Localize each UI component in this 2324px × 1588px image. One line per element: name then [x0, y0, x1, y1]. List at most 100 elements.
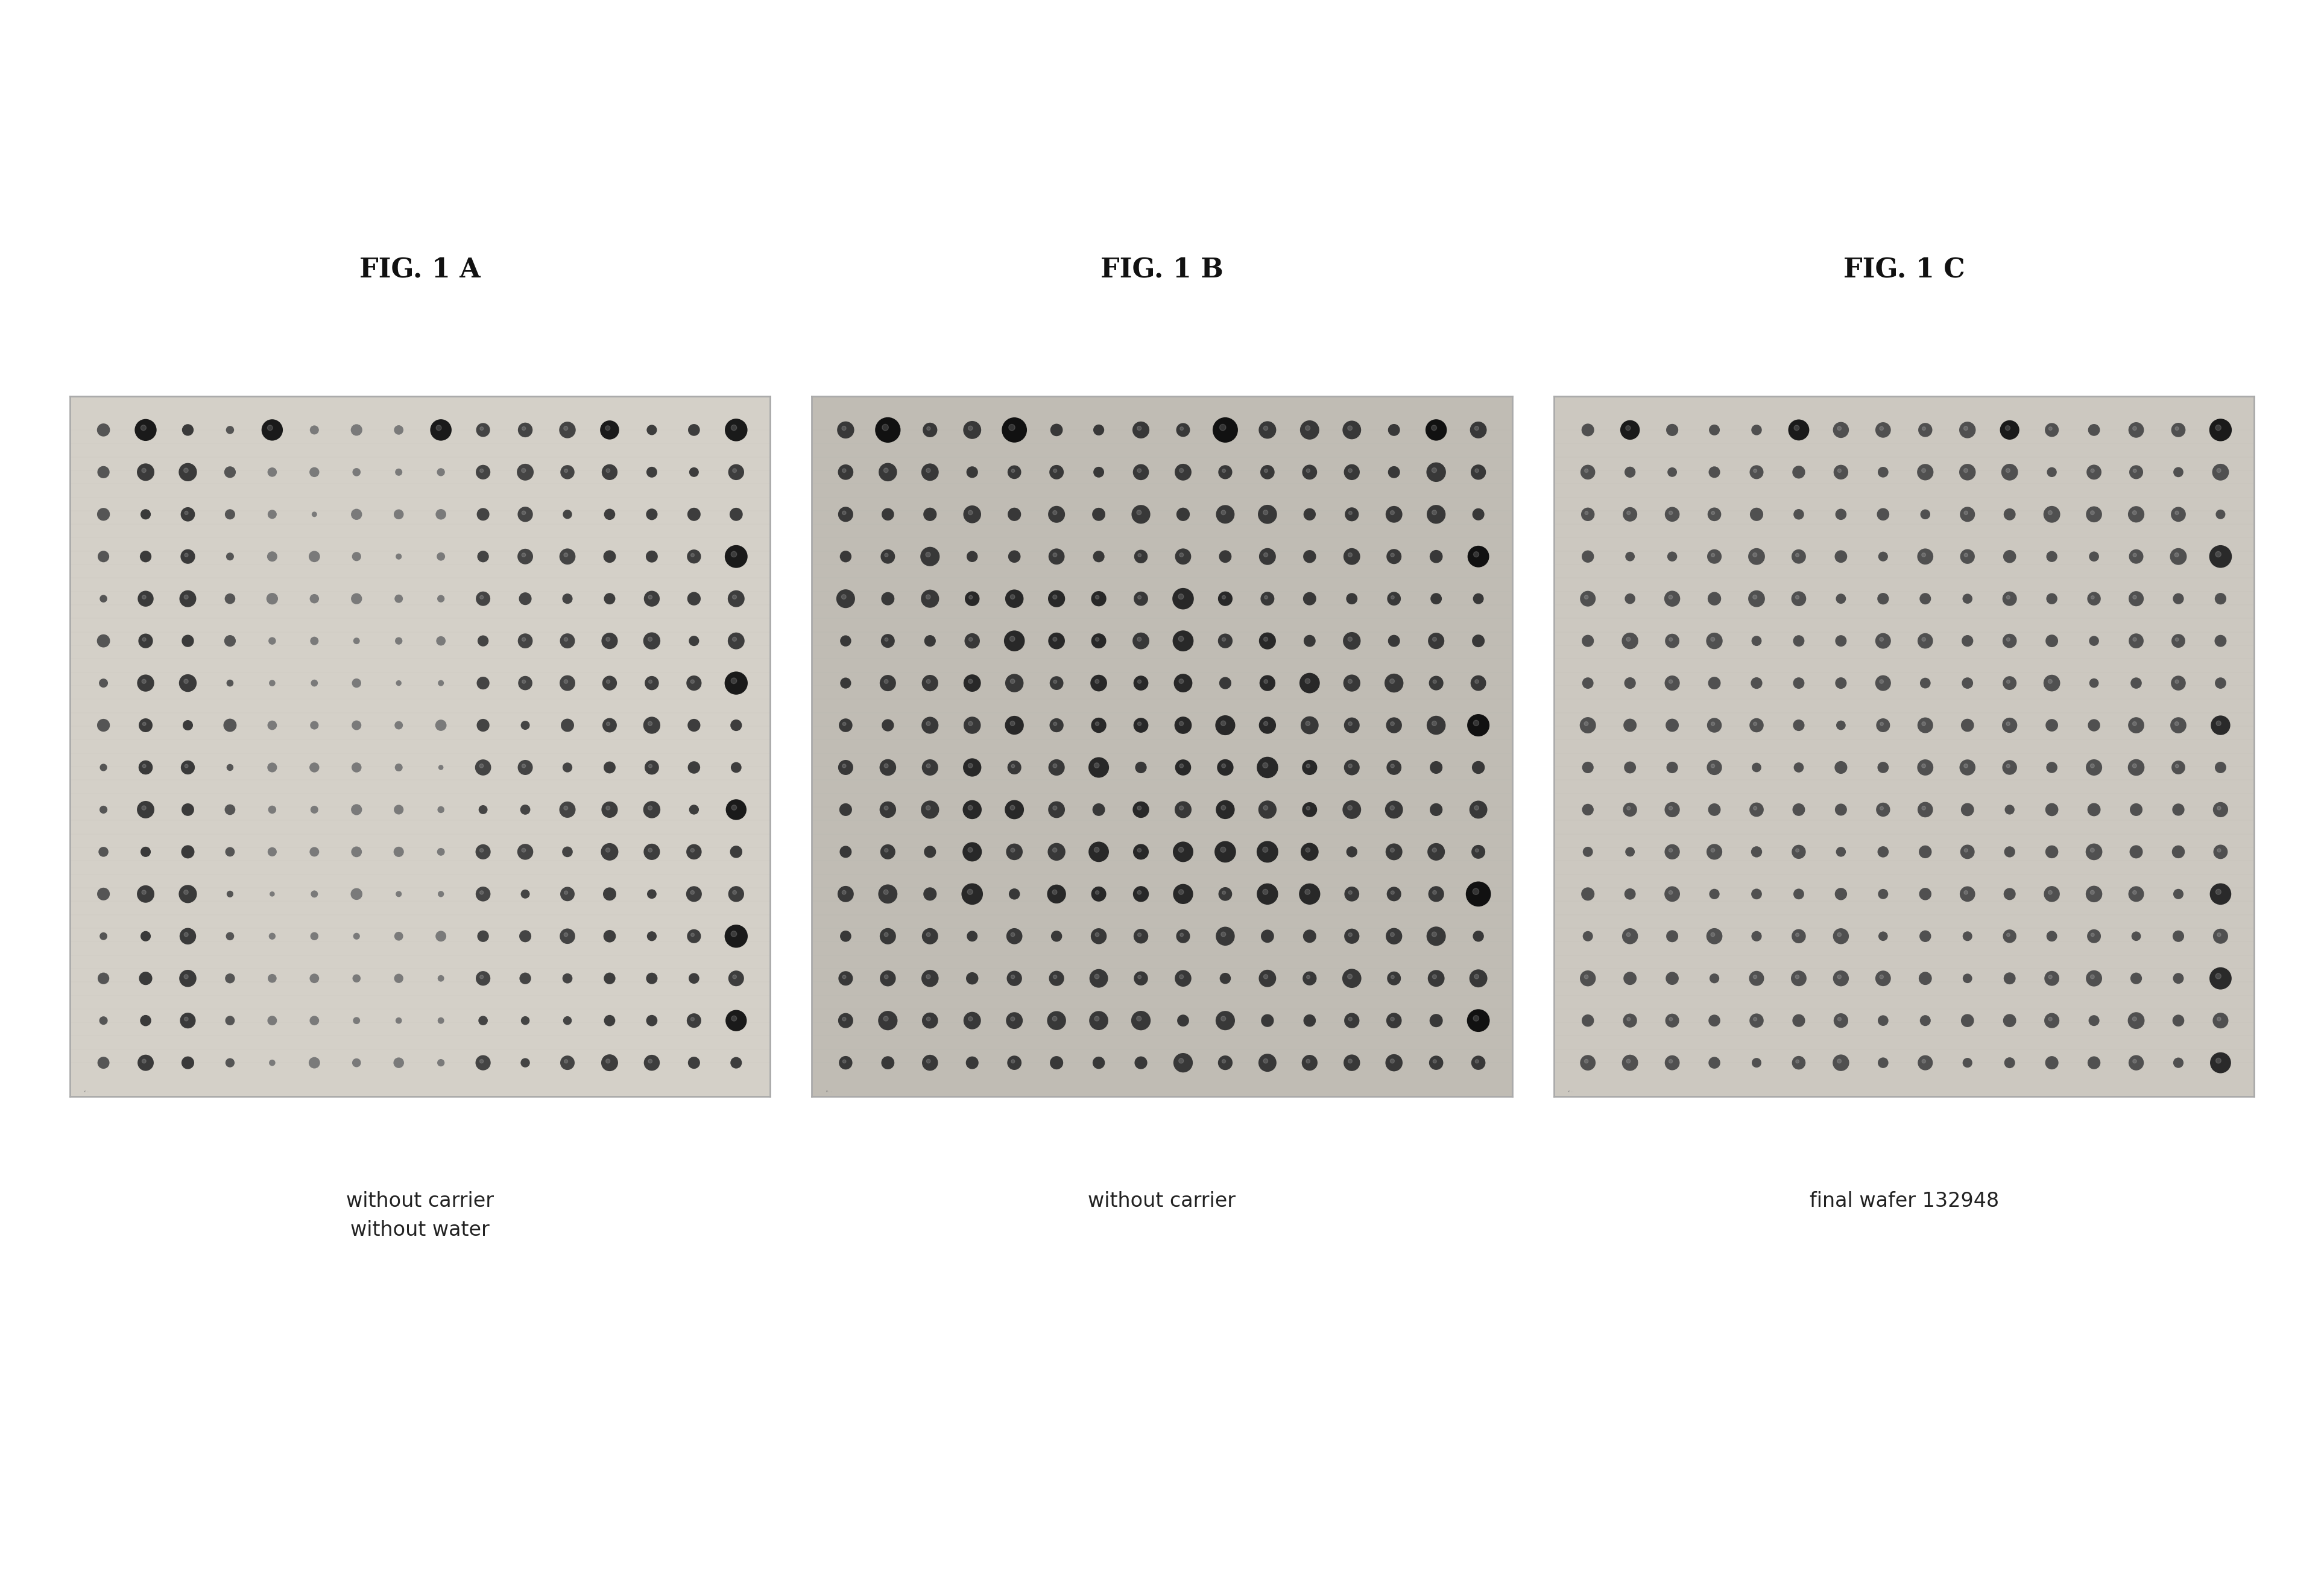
Circle shape — [437, 468, 444, 476]
Circle shape — [1220, 1016, 1225, 1021]
Circle shape — [1132, 505, 1150, 524]
Circle shape — [2087, 592, 2101, 605]
Circle shape — [2045, 762, 2057, 773]
Circle shape — [1220, 676, 1232, 689]
Circle shape — [2087, 719, 2101, 732]
Circle shape — [351, 594, 363, 605]
Circle shape — [927, 680, 930, 683]
Circle shape — [1624, 719, 1636, 732]
Circle shape — [2087, 804, 2101, 816]
Circle shape — [732, 931, 737, 937]
Circle shape — [644, 591, 660, 607]
Circle shape — [1174, 1053, 1192, 1072]
Circle shape — [142, 638, 146, 642]
Circle shape — [560, 1056, 574, 1070]
Circle shape — [139, 551, 151, 562]
Circle shape — [142, 468, 146, 473]
Circle shape — [1178, 468, 1183, 473]
Circle shape — [1750, 465, 1764, 480]
Circle shape — [1706, 632, 1722, 649]
Circle shape — [1752, 1018, 1757, 1021]
Circle shape — [602, 1054, 618, 1072]
Circle shape — [139, 510, 151, 519]
Circle shape — [565, 553, 567, 557]
Circle shape — [1301, 465, 1318, 480]
Circle shape — [1917, 422, 1931, 437]
Circle shape — [602, 802, 618, 818]
Circle shape — [479, 805, 488, 815]
Circle shape — [1880, 680, 1882, 683]
Circle shape — [1878, 592, 1889, 605]
Circle shape — [1092, 424, 1104, 435]
Circle shape — [2171, 507, 2187, 522]
Circle shape — [969, 721, 974, 726]
Circle shape — [1875, 718, 1889, 732]
Circle shape — [1178, 975, 1183, 978]
Circle shape — [1053, 764, 1057, 769]
Circle shape — [1710, 973, 1720, 983]
Circle shape — [1215, 1012, 1234, 1031]
Circle shape — [437, 637, 446, 646]
Circle shape — [2092, 596, 2094, 599]
Circle shape — [1009, 465, 1020, 480]
Circle shape — [437, 596, 444, 602]
Circle shape — [841, 678, 851, 689]
Circle shape — [1348, 932, 1353, 937]
Circle shape — [1624, 551, 1634, 561]
Circle shape — [1964, 848, 1968, 853]
Circle shape — [476, 972, 490, 986]
Circle shape — [479, 596, 483, 599]
Circle shape — [1053, 680, 1057, 683]
Circle shape — [602, 632, 618, 649]
Circle shape — [2045, 1013, 2059, 1027]
Circle shape — [1178, 848, 1183, 853]
Circle shape — [98, 634, 109, 648]
Circle shape — [1473, 1015, 1478, 1021]
Circle shape — [1050, 424, 1062, 437]
Circle shape — [2043, 675, 2059, 691]
Circle shape — [1794, 762, 1803, 772]
Circle shape — [2003, 972, 2015, 985]
Circle shape — [686, 675, 702, 691]
Circle shape — [270, 891, 274, 897]
Circle shape — [2003, 1015, 2017, 1027]
Circle shape — [1264, 510, 1269, 515]
Circle shape — [690, 934, 695, 937]
Circle shape — [841, 511, 846, 515]
Circle shape — [1134, 972, 1148, 986]
Circle shape — [560, 719, 574, 732]
Circle shape — [476, 551, 488, 562]
Circle shape — [688, 549, 702, 564]
Circle shape — [560, 886, 574, 902]
Circle shape — [267, 762, 277, 772]
Circle shape — [725, 672, 748, 694]
Circle shape — [1048, 843, 1064, 861]
Circle shape — [1750, 718, 1764, 732]
Circle shape — [927, 1016, 930, 1021]
Circle shape — [1348, 1018, 1353, 1021]
Circle shape — [923, 1013, 939, 1029]
Circle shape — [1794, 635, 1803, 646]
Circle shape — [1387, 424, 1399, 437]
Circle shape — [311, 680, 318, 686]
Circle shape — [1432, 721, 1436, 726]
Circle shape — [1471, 845, 1485, 859]
Circle shape — [267, 592, 279, 605]
Circle shape — [184, 680, 188, 683]
Circle shape — [1048, 632, 1064, 649]
Circle shape — [437, 1018, 444, 1024]
Circle shape — [1878, 467, 1889, 478]
Circle shape — [479, 891, 483, 894]
Circle shape — [1178, 1015, 1190, 1026]
Circle shape — [1708, 718, 1722, 732]
Circle shape — [179, 591, 195, 607]
Circle shape — [142, 891, 146, 894]
Circle shape — [1752, 1058, 1762, 1067]
Circle shape — [2212, 802, 2229, 818]
Circle shape — [2045, 594, 2057, 605]
Circle shape — [883, 889, 888, 894]
Circle shape — [2131, 678, 2143, 689]
Circle shape — [604, 549, 616, 562]
Circle shape — [1580, 970, 1597, 986]
Circle shape — [1834, 551, 1848, 562]
